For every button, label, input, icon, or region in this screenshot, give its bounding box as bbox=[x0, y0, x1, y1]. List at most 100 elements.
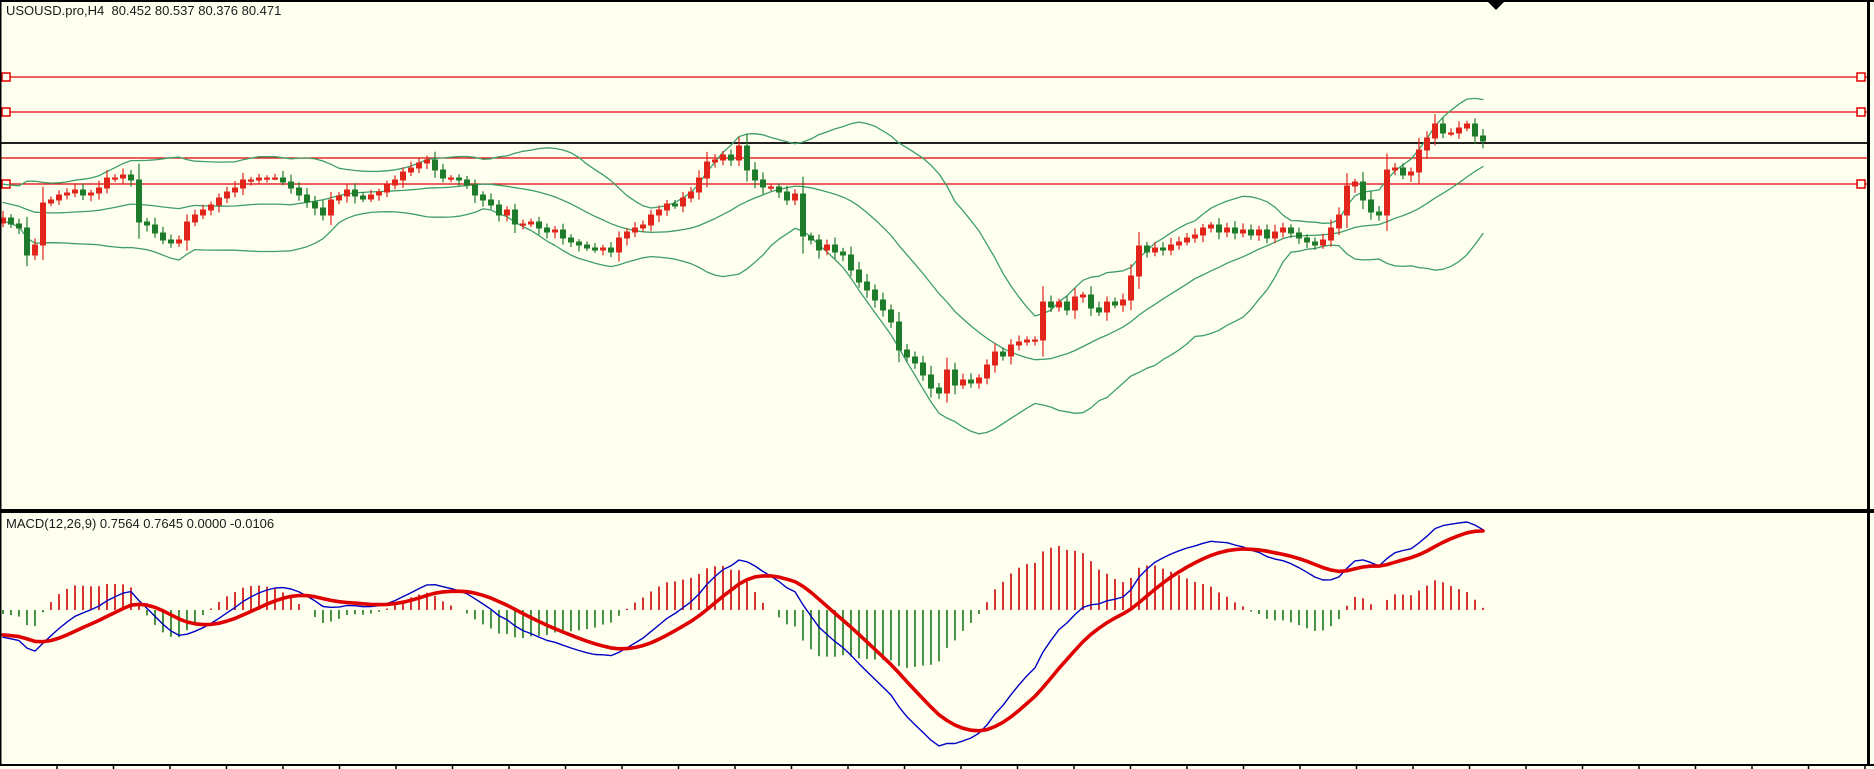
candle-body bbox=[1024, 339, 1030, 343]
candle-body bbox=[1192, 234, 1198, 239]
candle-body bbox=[528, 221, 534, 225]
candle-body bbox=[1296, 232, 1302, 239]
price-scale-border[interactable] bbox=[1867, 0, 1870, 764]
candle-body bbox=[1352, 181, 1358, 187]
candle-body bbox=[1136, 245, 1142, 277]
candle-body bbox=[192, 214, 198, 223]
candle-body bbox=[1120, 299, 1126, 306]
candle-body bbox=[1248, 229, 1254, 236]
candle-body bbox=[480, 194, 486, 201]
candle-body bbox=[424, 159, 430, 164]
candle-body bbox=[888, 309, 894, 323]
candle-body bbox=[1080, 294, 1086, 298]
chart-shift-marker-icon[interactable] bbox=[1488, 2, 1504, 10]
candle-body bbox=[736, 145, 742, 161]
candle-body bbox=[720, 154, 726, 161]
candle-body bbox=[8, 217, 14, 225]
candle-body bbox=[320, 207, 326, 216]
panel-separator[interactable] bbox=[0, 509, 1874, 513]
chart-title: USOUSD.pro,H4 80.452 80.537 80.376 80.47… bbox=[6, 3, 282, 18]
candle-body bbox=[64, 192, 70, 196]
candle-body bbox=[168, 239, 174, 244]
candle-body bbox=[920, 362, 926, 376]
candle-body bbox=[1344, 185, 1350, 216]
candle-body bbox=[264, 177, 270, 180]
candle-body bbox=[992, 351, 998, 366]
candle-body bbox=[48, 199, 54, 204]
candle-body bbox=[1448, 132, 1454, 135]
candle-body bbox=[1000, 351, 1006, 357]
candle-body bbox=[880, 299, 886, 311]
candle-body bbox=[352, 189, 358, 197]
line-drag-handle[interactable] bbox=[1, 72, 11, 82]
candle-body bbox=[984, 364, 990, 379]
candle-body bbox=[744, 145, 750, 171]
candle-body bbox=[1232, 227, 1238, 234]
candle-body bbox=[104, 177, 110, 189]
candle-body bbox=[1440, 123, 1446, 134]
candle-body bbox=[1408, 171, 1414, 176]
candle-body bbox=[560, 229, 566, 239]
candle-body bbox=[144, 221, 150, 226]
candle-body bbox=[1432, 123, 1438, 139]
candle-body bbox=[304, 194, 310, 203]
candle-body bbox=[200, 209, 206, 216]
candle-body bbox=[456, 177, 462, 181]
candle-body bbox=[672, 203, 678, 207]
candle-body bbox=[800, 193, 806, 237]
candle-body bbox=[1360, 181, 1366, 201]
candle-body bbox=[1208, 224, 1214, 229]
candle-body bbox=[632, 227, 638, 233]
candle-body bbox=[472, 184, 478, 196]
candle-body bbox=[848, 254, 854, 271]
candle-body bbox=[1288, 227, 1294, 234]
candle-body bbox=[128, 174, 134, 181]
candle-body bbox=[1392, 167, 1398, 171]
candle-body bbox=[768, 186, 774, 189]
candle-body bbox=[360, 195, 366, 200]
candle-body bbox=[776, 186, 782, 193]
candle-body bbox=[112, 177, 118, 180]
candle-body bbox=[1056, 301, 1062, 308]
candle-body bbox=[288, 181, 294, 189]
candle-body bbox=[840, 251, 846, 256]
candle-body bbox=[184, 221, 190, 241]
candle-body bbox=[808, 235, 814, 241]
time-axis[interactable] bbox=[0, 764, 1874, 766]
candle-body bbox=[1064, 301, 1070, 311]
candle-body bbox=[256, 177, 262, 181]
candle-body bbox=[1216, 224, 1222, 233]
macd-signal-line bbox=[1, 529, 1485, 733]
candle-body bbox=[816, 239, 822, 251]
candle-body bbox=[312, 201, 318, 209]
candle-body bbox=[904, 349, 910, 358]
candle-body bbox=[248, 179, 254, 182]
candle-body bbox=[1144, 245, 1150, 253]
candle-body bbox=[232, 187, 238, 193]
macd-main-line bbox=[2, 521, 1484, 747]
candle-body bbox=[584, 244, 590, 249]
line-drag-handle[interactable] bbox=[1, 107, 11, 117]
candle-body bbox=[512, 209, 518, 225]
candle-body bbox=[88, 192, 94, 196]
candle-body bbox=[280, 177, 286, 183]
line-drag-handle[interactable] bbox=[1856, 107, 1866, 117]
candle-body bbox=[408, 167, 414, 173]
candle-body bbox=[1072, 296, 1078, 311]
candle-body bbox=[440, 169, 446, 179]
candle-body bbox=[136, 179, 142, 223]
candle-body bbox=[1424, 137, 1430, 151]
candle-body bbox=[1176, 241, 1182, 246]
candle-body bbox=[656, 209, 662, 216]
candle-body bbox=[1376, 211, 1382, 216]
line-drag-handle[interactable] bbox=[1856, 72, 1866, 82]
candle-body bbox=[1304, 237, 1310, 243]
candle-body bbox=[224, 191, 230, 199]
candle-body bbox=[784, 191, 790, 201]
candle-body bbox=[496, 204, 502, 216]
candle-body bbox=[120, 174, 126, 179]
candle-body bbox=[1400, 167, 1406, 176]
line-drag-handle[interactable] bbox=[1856, 179, 1866, 189]
candle-body bbox=[520, 223, 526, 226]
